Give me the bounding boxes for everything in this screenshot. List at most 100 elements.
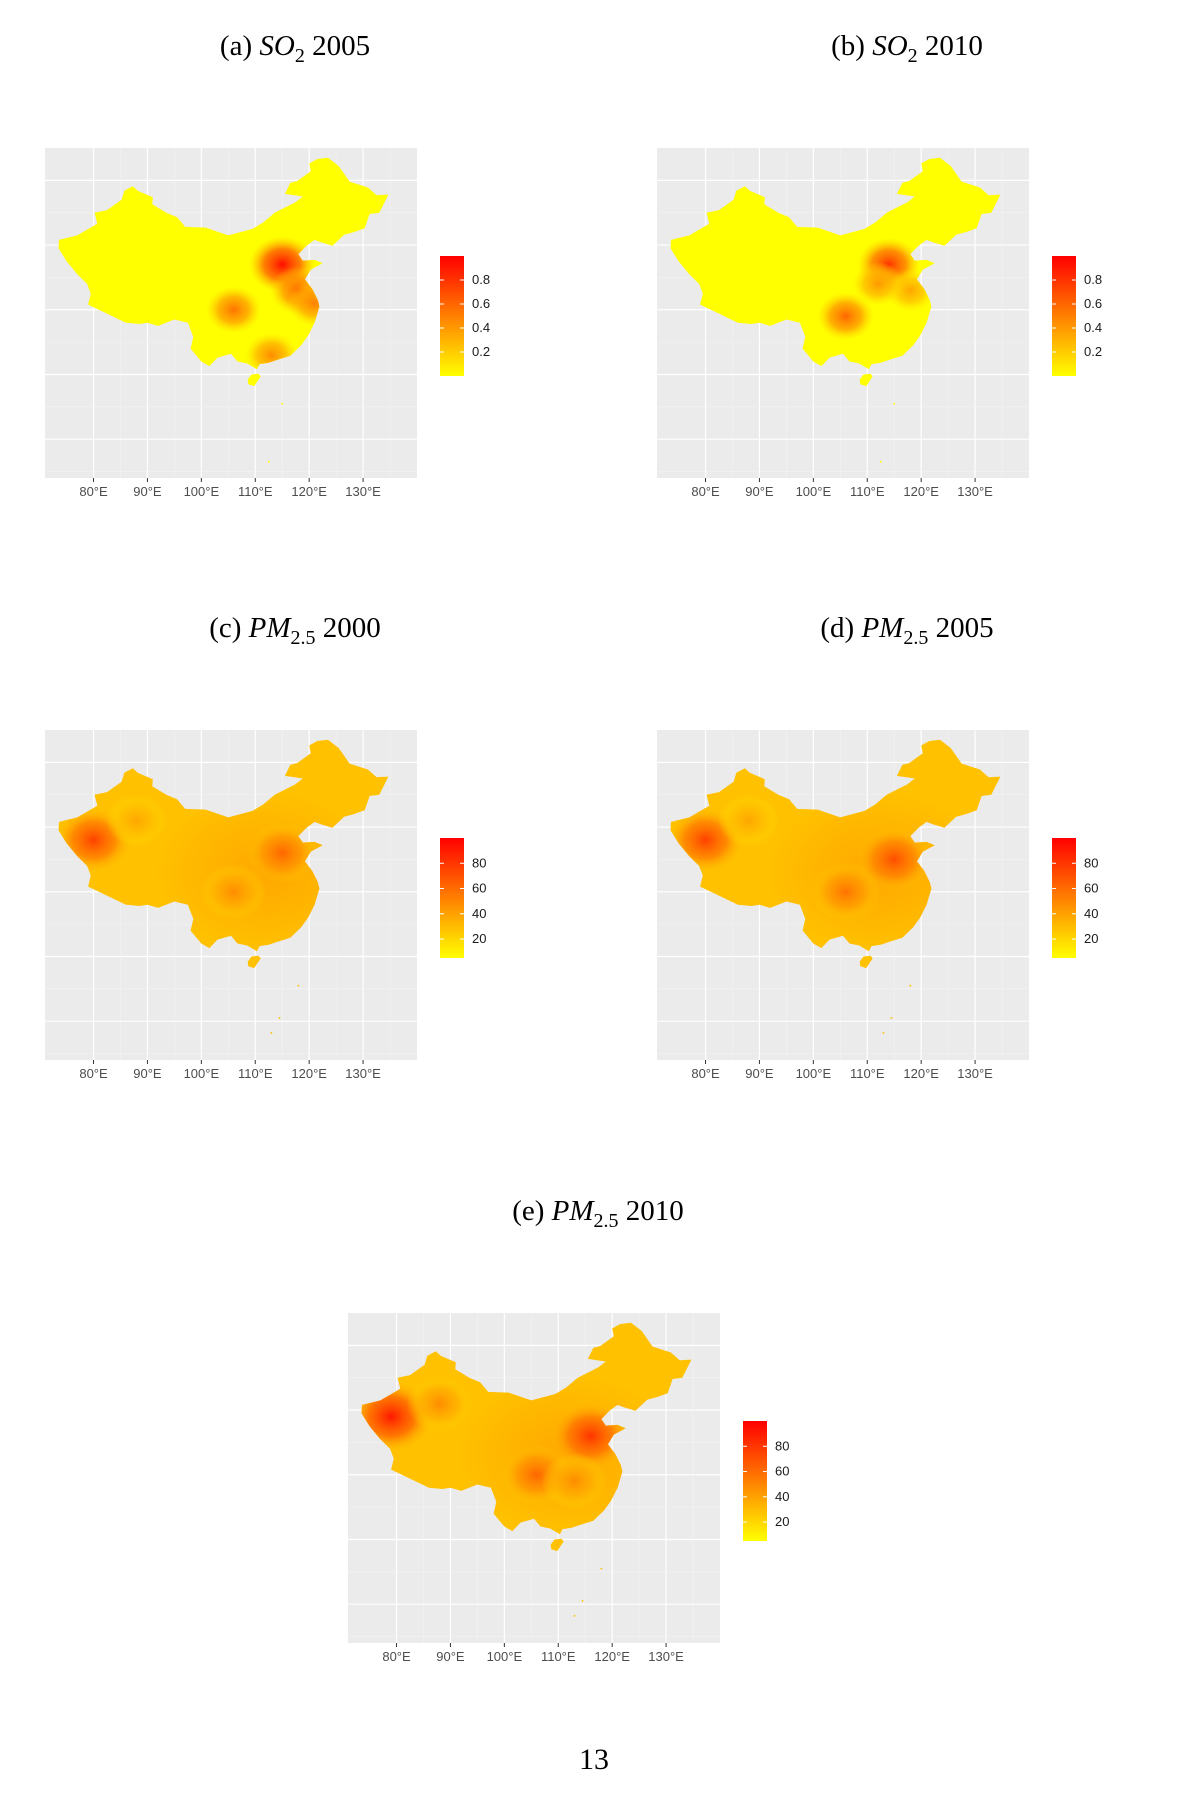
pollution-hotspot [200,863,267,920]
map-panel-c: (c) PM2.5 2000 80°E 90°E 100°E 110°E 120°E 13… [45,612,545,1132]
country-shape [670,157,1001,370]
caption-variable: PM [248,612,291,644]
caption-year: 2005 [312,30,371,62]
island-shape [247,373,261,387]
panel-caption: (a) SO2 2005 [45,30,545,68]
page-number: 13 [579,1743,609,1776]
x-tick-label: 130°E [957,484,993,499]
caption-subscript: 2.5 [593,1209,619,1232]
legend-label: 0.4 [1084,320,1102,335]
x-tick-label: 80°E [691,484,720,499]
island-dot [281,402,284,405]
pollution-hotspot [810,862,881,922]
choropleth-map: 80°E90°E100°E110°E120°E130°E50°N40°N30°N… [657,730,1098,1081]
caption-year: 2000 [322,612,381,644]
x-tick-label: 110°E [850,484,885,499]
pollution-hotspot [406,1375,473,1432]
x-tick-label: 130°E [957,1066,993,1081]
island-dot [909,984,912,987]
legend-label: 80 [1084,855,1098,870]
island-dot [600,1567,603,1570]
x-tick-label: 80°E [382,1649,411,1664]
legend-colorbar [1052,256,1076,376]
caption-label: (c) [209,612,242,644]
legend-colorbar [1052,838,1076,958]
x-tick-label: 130°E [648,1649,684,1664]
island-dot [270,1031,273,1034]
x-tick-label: 100°E [487,1649,523,1664]
island-dot [882,1031,885,1034]
pollution-hotspot [852,262,904,306]
island-dot [573,1614,576,1617]
x-tick-label: 120°E [291,484,327,499]
legend-label: 20 [1084,931,1098,946]
x-tick-label: 110°E [850,1066,885,1081]
x-tick-label: 120°E [594,1649,630,1664]
x-tick-label: 110°E [541,1649,576,1664]
island-dot [581,1600,584,1602]
x-tick-label: 80°E [79,484,108,499]
x-tick-label: 120°E [903,1066,939,1081]
x-tick-label: 110°E [238,484,273,499]
x-tick-label: 100°E [184,1066,220,1081]
island-shape [550,1538,564,1552]
legend-label: 40 [1084,906,1098,921]
map-panel-a: (a) SO2 2005 80°E 90°E 100°E 110°E 120°E 130°… [45,30,545,550]
legend-colorbar [440,256,464,376]
legend-label: 0.4 [472,320,490,335]
x-tick-label: 90°E [436,1649,465,1664]
legend-label: 0.8 [1084,272,1102,287]
pollution-hotspot [717,794,780,847]
legend-label: 20 [472,931,486,946]
choropleth-map: 80°E90°E100°E110°E120°E130°E50°N40°N30°N… [657,148,1102,499]
island-dot [879,460,882,463]
caption-label: (b) [831,30,865,62]
caption-subscript: 2.5 [290,626,316,649]
choropleth-map: 80°E90°E100°E110°E120°E130°E50°N40°N30°N… [45,730,486,1081]
x-tick-label: 90°E [745,484,774,499]
caption-year: 2010 [924,30,983,62]
panel-caption: (e) PM2.5 2010 [348,1195,848,1233]
legend-label: 60 [472,881,486,896]
legend-label: 80 [472,855,486,870]
x-tick-label: 90°E [745,1066,774,1081]
caption-label: (a) [219,30,253,62]
legend-label: 0.6 [472,296,490,311]
island-shape [859,373,873,387]
legend-label: 20 [775,1514,789,1529]
x-tick-label: 130°E [345,484,381,499]
island-shape [247,955,261,969]
caption-variable: PM [861,612,904,644]
panel-caption: (c) PM2.5 2000 [45,612,545,650]
pollution-hotspot [856,827,933,892]
x-tick-label: 80°E [79,1066,108,1081]
map-panel-b: (b) SO2 2010 80°E 90°E 100°E 110°E 120°E 130°… [657,30,1157,550]
island-dot [267,460,270,463]
caption-subscript: 2.5 [903,626,929,649]
x-tick-label: 80°E [691,1066,720,1081]
legend-label: 40 [472,906,486,921]
map-panel-d: (d) PM2.5 2005 80°E 90°E 100°E 110°E 120°E 13… [657,612,1157,1132]
x-tick-label: 100°E [796,484,832,499]
panel-caption: (d) PM2.5 2005 [657,612,1157,650]
caption-subscript: 2 [294,44,305,67]
legend-label: 0.2 [1084,344,1102,359]
caption-year: 2005 [935,612,994,644]
island-dot [297,984,300,987]
x-tick-label: 110°E [238,1066,273,1081]
island-shape [859,955,873,969]
legend-label: 40 [775,1489,789,1504]
legend-colorbar [743,1421,767,1541]
island-dot [890,1017,893,1019]
x-tick-label: 90°E [133,484,162,499]
choropleth-map: 80°E90°E100°E110°E120°E130°E50°N40°N30°N… [348,1313,789,1664]
caption-subscript: 2 [907,44,918,67]
pollution-hotspot [541,1453,608,1510]
x-tick-label: 90°E [133,1066,162,1081]
choropleth-map: 80°E90°E100°E110°E120°E130°E50°N40°N30°N… [45,148,490,499]
legend-label: 60 [775,1464,789,1479]
caption-label: (e) [512,1195,545,1227]
caption-variable: SO [259,30,295,62]
legend-label: 0.8 [472,272,490,287]
x-tick-label: 130°E [345,1066,381,1081]
